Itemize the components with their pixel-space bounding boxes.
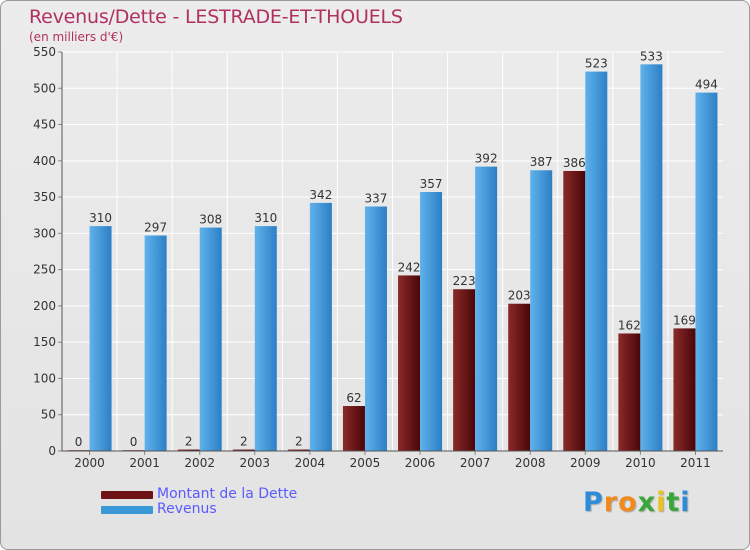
proxiti-logo: Proxiti (583, 487, 691, 518)
data-label-dette: 0 (130, 435, 138, 449)
bar-revenus (309, 202, 332, 451)
bar-revenus (695, 92, 718, 451)
bar-dette (232, 449, 255, 451)
bar-dette (177, 449, 200, 451)
data-label-dette: 203 (508, 289, 531, 303)
legend-swatch-revenus (101, 506, 153, 514)
bar-revenus (199, 227, 222, 451)
legend-swatch-debt (101, 491, 153, 499)
x-tick-label: 2008 (515, 456, 546, 470)
bar-revenus (640, 64, 663, 451)
data-label-revenus: 357 (420, 177, 443, 191)
logo-letter: t (666, 487, 681, 518)
bar-dette (453, 289, 476, 451)
y-tick-label: 0 (48, 444, 56, 458)
bar-revenus (475, 166, 498, 451)
data-label-revenus: 494 (695, 78, 718, 92)
data-label-revenus: 342 (309, 188, 332, 202)
logo-letter: P (583, 487, 604, 518)
bar-dette (618, 333, 641, 451)
bar-revenus (144, 235, 167, 451)
y-tick-label: 350 (33, 190, 56, 204)
y-tick-label: 300 (33, 226, 56, 240)
legend-label-debt: Montant de la Dette (157, 486, 298, 502)
bar-revenus (89, 226, 112, 451)
data-label-revenus: 392 (475, 152, 498, 166)
bar-dette (563, 170, 586, 451)
y-tick-label: 250 (33, 263, 56, 277)
bar-revenus (585, 71, 608, 451)
data-label-dette: 223 (453, 274, 476, 288)
y-tick-label: 200 (33, 299, 56, 313)
data-label-revenus: 310 (254, 211, 277, 225)
bar-dette (287, 449, 310, 451)
data-label-dette: 162 (618, 318, 641, 332)
bar-dette (508, 303, 531, 451)
y-tick-label: 150 (33, 335, 56, 349)
data-label-revenus: 337 (365, 192, 388, 206)
bar-revenus (420, 192, 443, 451)
x-tick-label: 2001 (129, 456, 160, 470)
chart-subtitle: (en milliers d'€) (29, 30, 124, 44)
data-label-revenus: 308 (199, 213, 222, 227)
chart-title: Revenus/Dette - LESTRADE-ET-THOUELS (29, 6, 403, 28)
bar-revenus (254, 226, 277, 451)
x-tick-label: 2011 (680, 456, 711, 470)
data-label-dette: 2 (240, 435, 248, 449)
y-tick-label: 500 (33, 81, 56, 95)
data-label-revenus: 387 (530, 155, 553, 169)
data-label-revenus: 533 (640, 49, 663, 63)
bar-dette (398, 275, 421, 451)
data-label-revenus: 523 (585, 57, 608, 71)
data-label-dette: 242 (398, 260, 421, 274)
data-label-dette: 2 (295, 435, 303, 449)
data-label-revenus: 297 (144, 221, 167, 235)
x-tick-label: 2006 (405, 456, 436, 470)
x-tick-label: 2009 (570, 456, 601, 470)
x-tick-label: 2005 (350, 456, 381, 470)
data-label-dette: 2 (185, 435, 193, 449)
legend-label-revenus: Revenus (157, 501, 217, 517)
logo-letter: r (603, 487, 619, 518)
y-tick-label: 550 (33, 45, 56, 59)
logo-letter: o (618, 487, 638, 518)
bar-dette (673, 328, 696, 451)
data-label-dette: 169 (673, 313, 696, 327)
data-label-dette: 0 (75, 435, 83, 449)
bar-revenus (530, 170, 553, 451)
x-tick-label: 2002 (184, 456, 215, 470)
y-tick-label: 450 (33, 118, 56, 132)
data-label-dette: 62 (346, 391, 361, 405)
logo-letter: i (656, 487, 667, 518)
bar-dette (342, 406, 365, 451)
data-label-revenus: 310 (89, 211, 112, 225)
y-tick-label: 100 (33, 371, 56, 385)
y-tick-label: 400 (33, 154, 56, 168)
x-tick-label: 2000 (74, 456, 105, 470)
x-tick-label: 2010 (625, 456, 656, 470)
x-tick-label: 2003 (240, 456, 271, 470)
data-label-dette: 386 (563, 156, 586, 170)
y-tick-label: 50 (41, 408, 56, 422)
x-tick-label: 2004 (295, 456, 326, 470)
logo-letter: x (637, 487, 657, 518)
x-tick-label: 2007 (460, 456, 491, 470)
bar-revenus (364, 206, 387, 451)
logo-letter: i (680, 487, 691, 518)
